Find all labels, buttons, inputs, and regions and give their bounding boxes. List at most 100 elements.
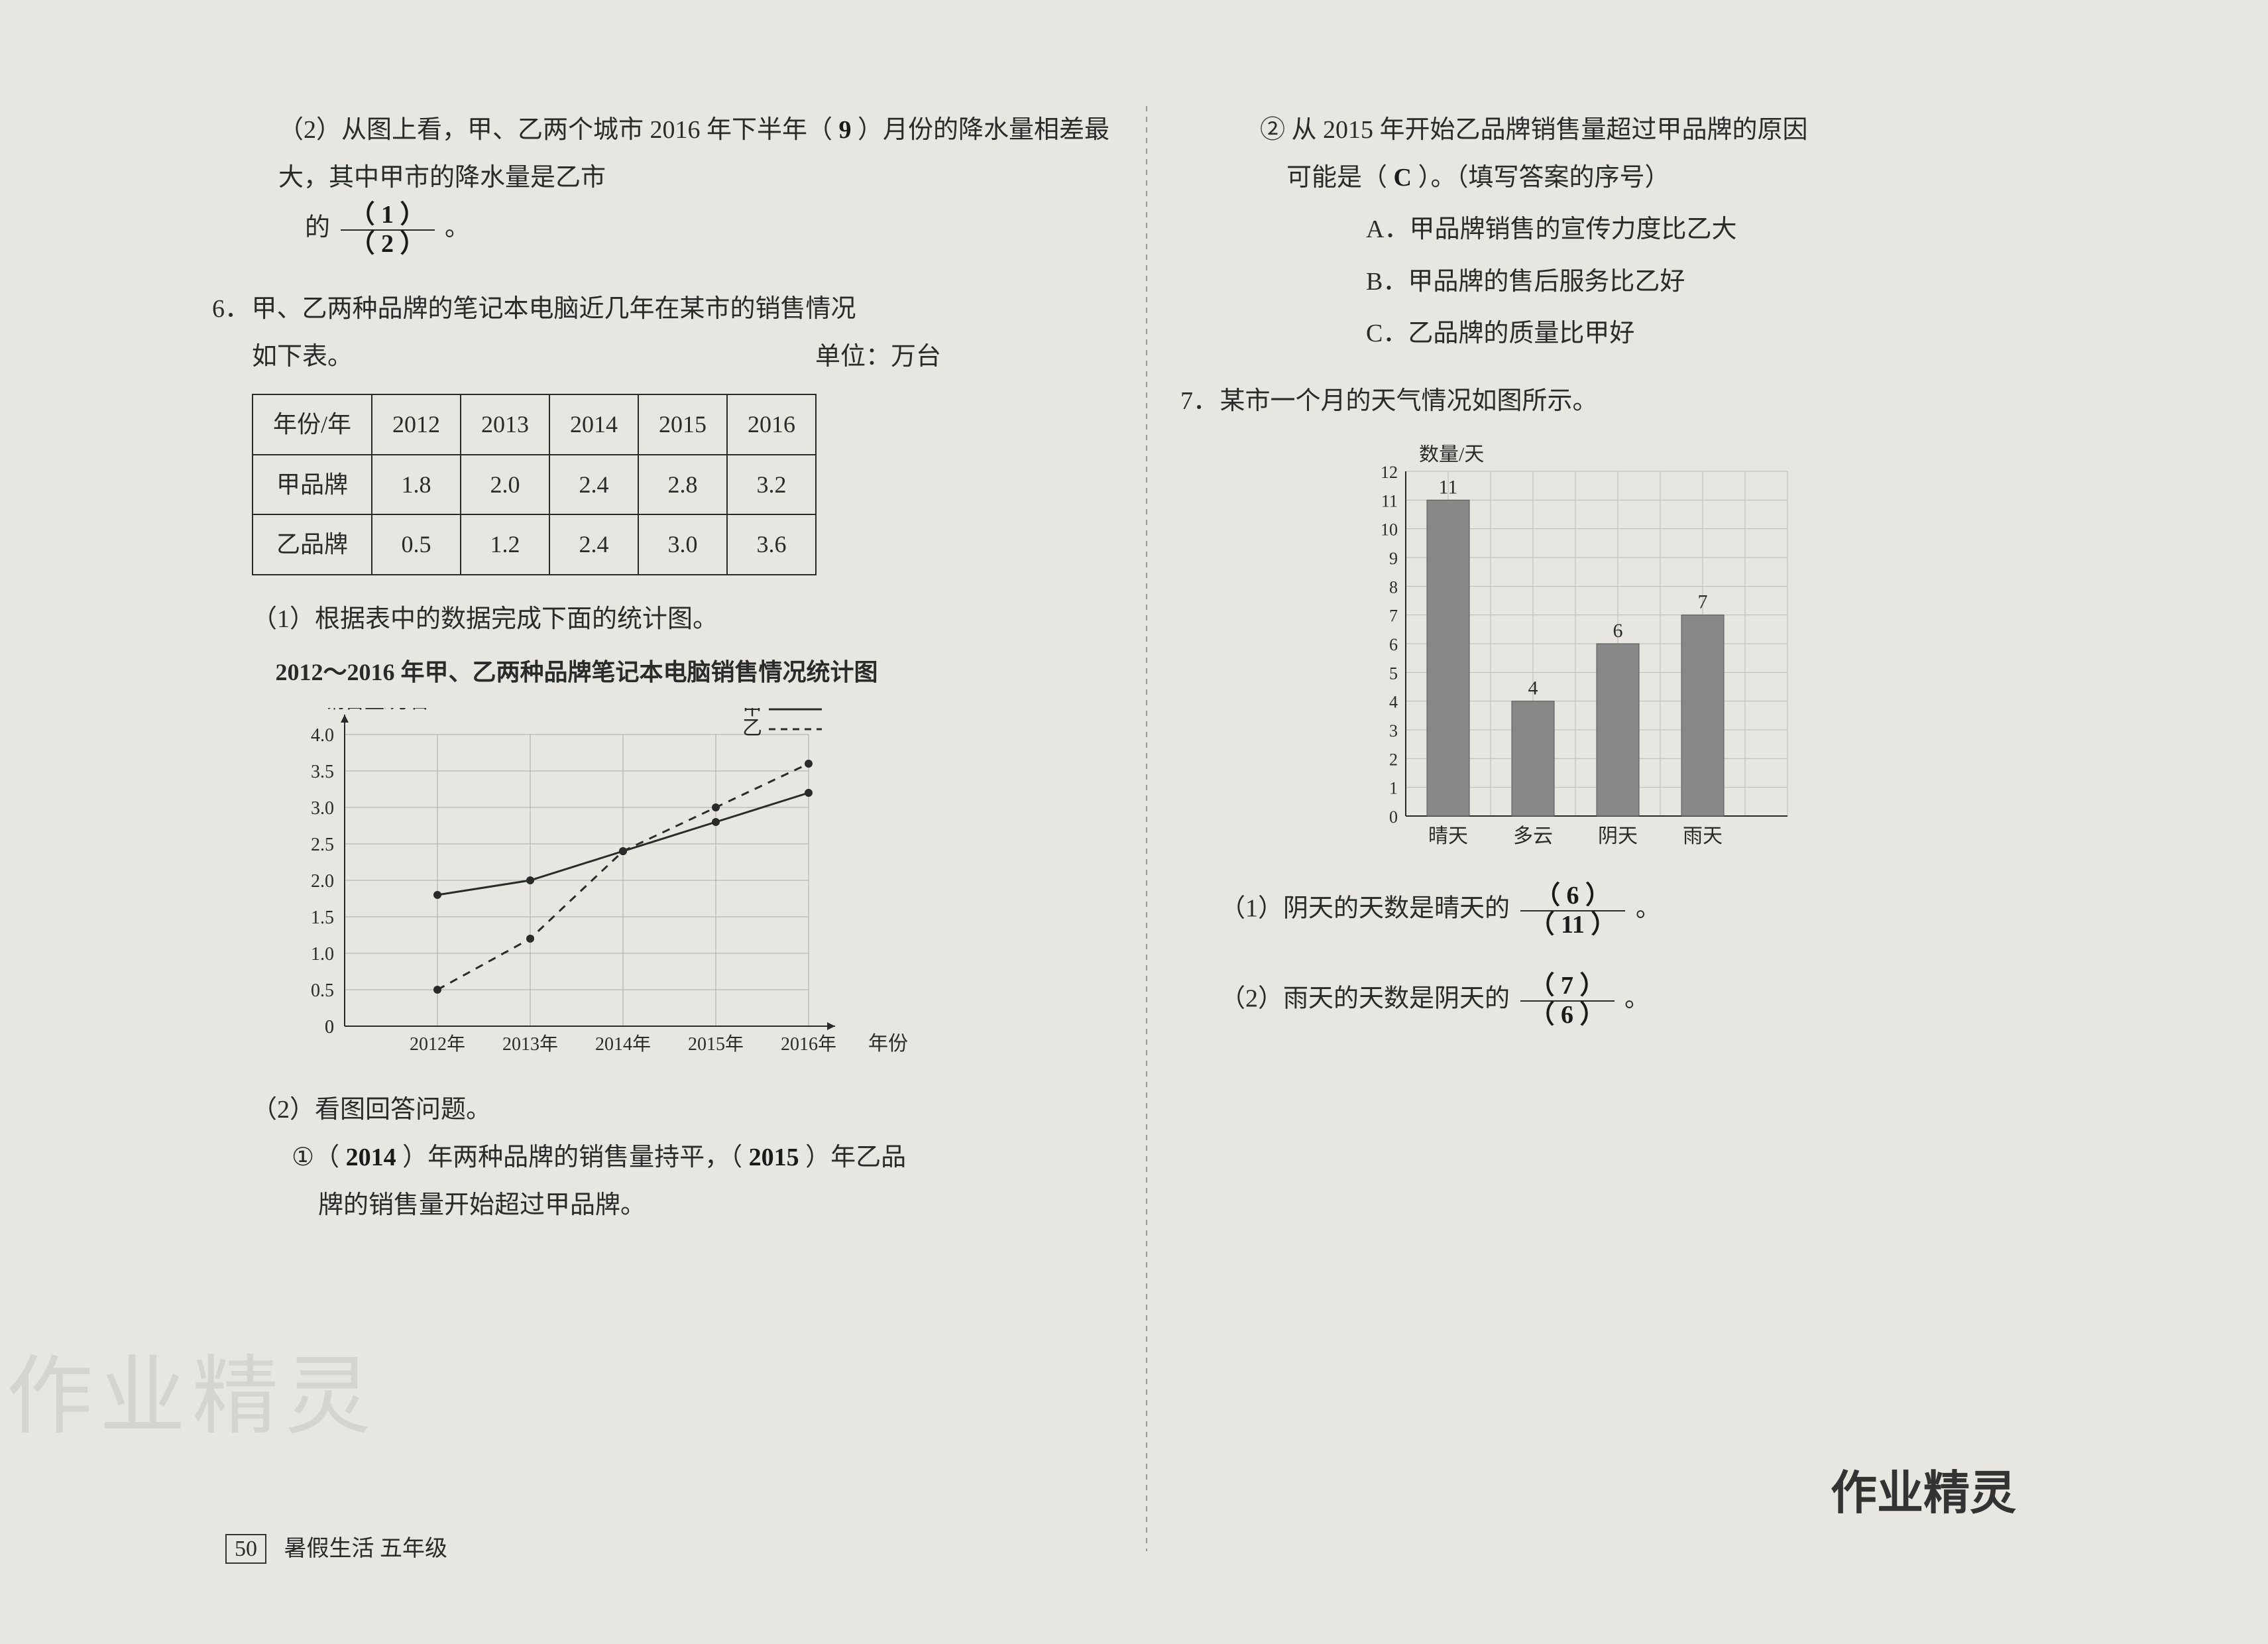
q6-sub1: （1）根据表中的数据完成下面的统计图。	[212, 595, 1113, 643]
q2-answer-month: 9	[839, 116, 852, 144]
table-header: 2014	[549, 394, 638, 454]
svg-text:2013年: 2013年	[502, 1033, 558, 1055]
footer: 50 暑假生活 五年级	[225, 1528, 447, 1571]
q6-2-1-ans1: 2014	[346, 1144, 396, 1171]
svg-text:3.5: 3.5	[311, 762, 334, 782]
svg-text:2.5: 2.5	[311, 835, 334, 855]
svg-text:2014年: 2014年	[595, 1033, 651, 1055]
q6-2-1-b: ）年两种品牌的销售量持平，（	[402, 1144, 742, 1171]
table-header: 2016	[727, 394, 816, 454]
svg-text:6: 6	[1389, 635, 1398, 654]
svg-text:12: 12	[1381, 463, 1398, 482]
q7-frac1: （ 6 ） （ 11 ）	[1520, 882, 1626, 939]
svg-text:4: 4	[1389, 693, 1398, 712]
q6-text-a: 甲、乙两种品牌的笔记本电脑近几年在某市的销售情况	[252, 295, 856, 323]
table-cell: 甲品牌	[253, 455, 372, 514]
q6-2-1-c: ）年乙品	[805, 1144, 906, 1171]
svg-text:7: 7	[1389, 607, 1398, 626]
svg-text:4: 4	[1528, 677, 1538, 699]
bar-chart: 0123456789101112数量/天11晴天4多云6阴天7雨天	[1353, 445, 1856, 869]
table-header: 2013	[461, 394, 549, 454]
svg-text:4.0: 4.0	[311, 725, 334, 746]
q2-frac-den: （ 2 ）	[341, 231, 435, 259]
q622-a: ② 从 2015 年开始乙品牌销售量超过甲品牌的原因	[1260, 106, 2081, 154]
q7-f2-num: （ 7 ）	[1520, 972, 1615, 1002]
footer-title: 暑假生活 五年级	[284, 1537, 448, 1561]
svg-text:年份: 年份	[868, 1033, 908, 1055]
svg-text:2.0: 2.0	[311, 871, 334, 892]
q7-text: 某市一个月的天气情况如图所示。	[1220, 387, 1598, 415]
line-chart: 00.51.01.52.02.53.03.54.002012年2013年2014…	[265, 708, 928, 1079]
q6-num: 6．	[212, 285, 245, 333]
svg-text:6: 6	[1613, 620, 1623, 642]
right-column: ② 从 2015 年开始乙品牌销售量超过甲品牌的原因 可能是（ C ）。（填写答…	[1154, 106, 2108, 1551]
svg-text:3.0: 3.0	[311, 798, 334, 819]
q2-block: （2）从图上看，甲、乙两个城市 2016 年下半年（ 9 ）月份的降水量相差最大…	[212, 106, 1113, 259]
q622-options: A．甲品牌销售的宣传力度比乙大 B．甲品牌的售后服务比乙好 C．乙品牌的质量比甲…	[1260, 206, 2081, 357]
table-cell: 乙品牌	[253, 514, 372, 574]
q7-frac2: （ 7 ） （ 6 ）	[1520, 972, 1615, 1029]
table-cell: 2.0	[461, 455, 549, 514]
q6-text-b: 如下表。	[252, 333, 353, 381]
table-cell: 3.2	[727, 455, 816, 514]
q7-sub1-a: （1）阴天的天数是晴天的	[1220, 895, 1510, 923]
q6-2-1-d: 牌的销售量开始超过甲品牌。	[292, 1181, 1113, 1229]
svg-text:11: 11	[1381, 491, 1398, 510]
q7-p1: 。	[1636, 895, 1661, 923]
svg-text:5: 5	[1389, 664, 1398, 683]
svg-text:晴天: 晴天	[1428, 825, 1468, 847]
svg-text:2: 2	[1389, 750, 1398, 769]
q6-table: 年份/年20122013201420152016 甲品牌1.82.02.42.8…	[252, 394, 817, 575]
q622-b: 可能是（	[1286, 164, 1387, 192]
q7-num: 7．	[1180, 377, 1214, 425]
column-divider	[1146, 106, 1147, 1551]
q6-2-1-ans2: 2015	[749, 1144, 799, 1171]
svg-text:2012年: 2012年	[410, 1033, 465, 1055]
q6-sub2: （2）看图回答问题。	[212, 1086, 1113, 1134]
q7-p2: 。	[1624, 984, 1650, 1012]
svg-text:9: 9	[1389, 549, 1398, 568]
table-cell: 1.2	[461, 514, 549, 574]
svg-text:3: 3	[1389, 721, 1398, 740]
svg-text:1: 1	[1389, 779, 1398, 798]
q7-sub2-a: （2）雨天的天数是阴天的	[1220, 984, 1510, 1012]
svg-text:0.5: 0.5	[311, 980, 334, 1001]
svg-text:多云: 多云	[1513, 825, 1553, 847]
svg-text:7: 7	[1698, 591, 1708, 613]
table-cell: 0.5	[372, 514, 461, 574]
q6-chart-title: 2012～2016 年甲、乙两种品牌笔记本电脑销售情况统计图	[212, 650, 941, 695]
q7-f1-den: （ 11 ）	[1520, 911, 1626, 939]
table-cell: 3.0	[638, 514, 727, 574]
table-cell: 2.8	[638, 455, 727, 514]
svg-text:1.0: 1.0	[311, 944, 334, 965]
svg-text:2016年: 2016年	[781, 1033, 836, 1055]
q6-block: 6． 甲、乙两种品牌的笔记本电脑近几年在某市的销售情况 如下表。 单位：万台 年…	[212, 285, 1113, 1230]
svg-text:0: 0	[325, 1017, 334, 1037]
svg-text:0: 0	[1389, 807, 1398, 827]
q622-c: ）。（填写答案的序号）	[1418, 164, 1670, 192]
table-cell: 1.8	[372, 455, 461, 514]
q622-answer: C	[1394, 164, 1412, 192]
table-header: 2012	[372, 394, 461, 454]
q7-f2-den: （ 6 ）	[1520, 1002, 1615, 1029]
opt-c: C．乙品牌的质量比甲好	[1366, 310, 2081, 357]
q7-block: 7． 某市一个月的天气情况如图所示。 0123456789101112数量/天1…	[1180, 377, 2081, 1029]
svg-text:销售量/万台: 销售量/万台	[325, 708, 429, 713]
q2-text-a: （2）从图上看，甲、乙两个城市 2016 年下半年（	[278, 116, 832, 144]
watermark2: 作业精灵	[1831, 1450, 2016, 1538]
q6-2-2-block: ② 从 2015 年开始乙品牌销售量超过甲品牌的原因 可能是（ C ）。（填写答…	[1180, 106, 2081, 357]
q2-frac-num: （ 1 ）	[341, 202, 435, 231]
table-cell: 2.4	[549, 514, 638, 574]
svg-text:2015年: 2015年	[688, 1033, 744, 1055]
svg-text:10: 10	[1381, 520, 1398, 540]
table-header: 年份/年	[253, 394, 372, 454]
opt-b: B．甲品牌的售后服务比乙好	[1366, 258, 2081, 306]
q2-period: 。	[445, 214, 470, 242]
q2-text-c: 的	[305, 214, 330, 242]
q2-fraction: （ 1 ） （ 2 ）	[341, 202, 435, 259]
svg-text:阴天: 阴天	[1598, 825, 1638, 847]
table-cell: 2.4	[549, 455, 638, 514]
q6-unit: 单位：万台	[815, 333, 941, 381]
table-cell: 3.6	[727, 514, 816, 574]
svg-text:11: 11	[1439, 476, 1458, 498]
